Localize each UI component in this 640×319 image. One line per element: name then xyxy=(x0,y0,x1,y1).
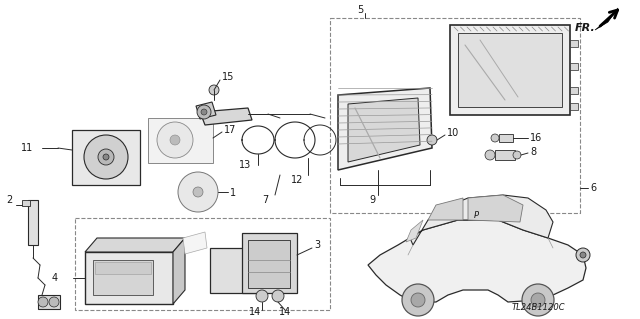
Circle shape xyxy=(485,150,495,160)
Circle shape xyxy=(157,122,193,158)
Circle shape xyxy=(272,290,284,302)
Circle shape xyxy=(197,105,211,119)
Text: 10: 10 xyxy=(447,128,460,138)
Polygon shape xyxy=(183,232,207,254)
Text: 8: 8 xyxy=(530,147,536,157)
Circle shape xyxy=(513,151,521,159)
Text: 11: 11 xyxy=(21,143,33,153)
Circle shape xyxy=(522,284,554,316)
Bar xyxy=(570,40,578,47)
Circle shape xyxy=(38,297,48,307)
Bar xyxy=(93,260,153,295)
Circle shape xyxy=(576,248,590,262)
Text: 4: 4 xyxy=(52,273,58,283)
Polygon shape xyxy=(595,8,618,30)
Polygon shape xyxy=(348,98,420,162)
Bar xyxy=(38,295,60,309)
Bar xyxy=(95,262,151,274)
Polygon shape xyxy=(428,198,463,220)
Polygon shape xyxy=(338,88,432,170)
Text: 2: 2 xyxy=(6,195,12,205)
Circle shape xyxy=(209,85,219,95)
Text: 15: 15 xyxy=(222,72,234,82)
Text: 12: 12 xyxy=(291,175,303,185)
Bar xyxy=(72,130,140,185)
Circle shape xyxy=(411,293,425,307)
Polygon shape xyxy=(406,220,423,242)
Bar xyxy=(75,218,330,310)
Circle shape xyxy=(580,252,586,258)
Circle shape xyxy=(178,172,218,212)
Bar xyxy=(28,200,38,245)
Text: 14: 14 xyxy=(249,307,261,317)
Circle shape xyxy=(84,135,128,179)
Circle shape xyxy=(170,135,180,145)
Bar xyxy=(570,87,578,94)
Text: 13: 13 xyxy=(239,160,251,170)
Circle shape xyxy=(49,297,59,307)
Circle shape xyxy=(531,293,545,307)
Text: 6: 6 xyxy=(590,183,596,193)
Circle shape xyxy=(201,109,207,115)
Circle shape xyxy=(98,149,114,165)
Bar xyxy=(495,150,515,160)
Polygon shape xyxy=(85,238,185,252)
Bar xyxy=(210,248,265,293)
Text: 3: 3 xyxy=(314,240,320,250)
Text: 16: 16 xyxy=(530,133,542,143)
Circle shape xyxy=(193,187,203,197)
Text: 1: 1 xyxy=(230,188,236,198)
Circle shape xyxy=(427,135,437,145)
Bar xyxy=(242,233,297,293)
Text: FR.: FR. xyxy=(575,23,596,33)
Text: 9: 9 xyxy=(369,195,375,205)
Text: 14: 14 xyxy=(279,307,291,317)
Bar xyxy=(248,240,290,288)
Polygon shape xyxy=(200,108,252,125)
Bar xyxy=(570,103,578,110)
Bar xyxy=(458,33,562,107)
Polygon shape xyxy=(173,238,185,304)
Text: P: P xyxy=(474,211,479,219)
Bar xyxy=(330,18,580,213)
Circle shape xyxy=(256,290,268,302)
Text: TL24B1120C: TL24B1120C xyxy=(511,303,565,313)
Bar xyxy=(450,25,570,115)
Text: 5: 5 xyxy=(357,5,363,15)
Circle shape xyxy=(491,134,499,142)
Bar xyxy=(570,63,578,70)
Bar xyxy=(22,200,30,206)
Bar xyxy=(148,118,213,163)
Polygon shape xyxy=(410,195,553,245)
Text: 7: 7 xyxy=(262,195,268,205)
Polygon shape xyxy=(468,195,523,222)
Polygon shape xyxy=(368,220,586,302)
Text: 17: 17 xyxy=(224,125,236,135)
Bar xyxy=(85,252,173,304)
Bar xyxy=(499,134,513,142)
Polygon shape xyxy=(196,102,216,119)
Circle shape xyxy=(103,154,109,160)
Circle shape xyxy=(402,284,434,316)
